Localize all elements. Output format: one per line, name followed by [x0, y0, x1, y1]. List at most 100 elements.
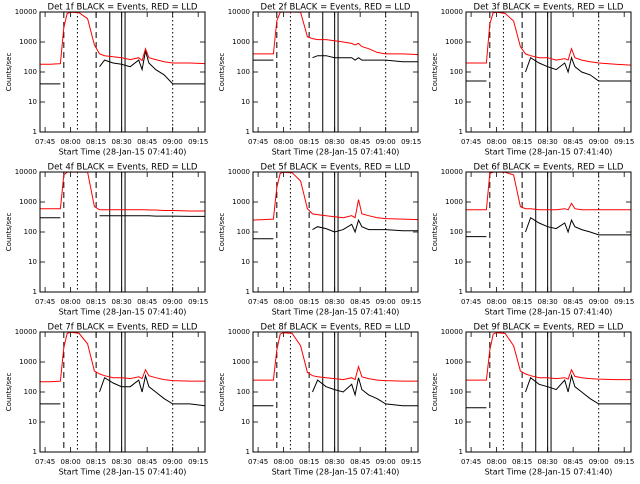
x-tick-label: 08:30 [538, 458, 558, 466]
x-tick-label: 08:15 [86, 458, 106, 466]
y-tick-label: 10000 [228, 328, 250, 336]
chart-title: Det 3f BLACK = Events, RED = LLD [474, 3, 624, 13]
y-axis-label: Counts/sec [218, 213, 226, 252]
y-tick-label: 10 [454, 98, 463, 106]
x-axis-label: Start Time (28-Jan-15 07:41:40) [485, 148, 613, 157]
series-line [253, 55, 418, 63]
x-tick-label: 09:00 [589, 138, 609, 146]
series-line [466, 216, 631, 238]
x-tick-label: 08:00 [61, 458, 81, 466]
x-tick-label: 09:00 [376, 458, 396, 466]
series-line [466, 55, 631, 82]
x-tick-label: 08:30 [538, 138, 558, 146]
plot-frame [39, 11, 206, 133]
chart-title: Det 2f BLACK = Events, RED = LLD [261, 3, 411, 13]
x-axis-label: Start Time (28-Jan-15 07:41:40) [59, 308, 187, 317]
x-tick-label: 08:30 [112, 298, 132, 306]
x-tick-label: 09:15 [188, 298, 208, 306]
x-axis-label: Start Time (28-Jan-15 07:41:40) [59, 468, 187, 477]
x-tick-label: 07:45 [461, 138, 481, 146]
y-tick-label: 1 [33, 448, 37, 456]
series-line [253, 332, 418, 382]
y-axis-label: Counts/sec [5, 373, 13, 412]
x-tick-label: 08:30 [325, 298, 345, 306]
x-tick-label: 08:00 [61, 298, 81, 306]
y-tick-label: 1 [246, 288, 250, 296]
series-line [466, 332, 631, 381]
x-tick-label: 08:45 [563, 298, 583, 306]
x-tick-label: 08:15 [86, 298, 106, 306]
y-tick-label: 10000 [441, 328, 463, 336]
x-tick-label: 09:15 [188, 458, 208, 466]
x-tick-label: 07:45 [248, 458, 268, 466]
y-tick-label: 1000 [445, 358, 463, 366]
y-tick-label: 1 [246, 448, 250, 456]
x-tick-label: 08:15 [86, 138, 106, 146]
y-tick-label: 100 [237, 228, 250, 236]
x-tick-label: 08:45 [563, 458, 583, 466]
y-tick-label: 1 [459, 128, 463, 136]
x-tick-label: 08:00 [487, 458, 507, 466]
x-tick-label: 07:45 [461, 458, 481, 466]
series-line [40, 215, 205, 219]
x-tick-label: 08:15 [512, 458, 532, 466]
series-line [40, 331, 205, 383]
x-tick-label: 08:45 [350, 458, 370, 466]
y-tick-label: 1000 [19, 198, 37, 206]
y-tick-label: 10 [241, 258, 250, 266]
x-tick-label: 09:15 [614, 458, 634, 466]
y-tick-label: 1 [33, 288, 37, 296]
chart-title: Det 6f BLACK = Events, RED = LLD [474, 163, 624, 173]
x-tick-label: 08:15 [299, 138, 319, 146]
series-line [253, 377, 418, 407]
x-tick-label: 08:00 [487, 298, 507, 306]
x-tick-label: 08:45 [563, 138, 583, 146]
series-line [466, 11, 632, 66]
x-tick-label: 08:45 [350, 138, 370, 146]
y-axis-label: Counts/sec [218, 373, 226, 412]
x-tick-label: 09:00 [376, 298, 396, 306]
y-tick-label: 100 [450, 68, 463, 76]
plot-frame [465, 331, 632, 453]
chart-title: Det 7f BLACK = Events, RED = LLD [48, 323, 198, 333]
series-line [40, 373, 206, 407]
series-line [253, 218, 418, 240]
y-tick-label: 10 [241, 98, 250, 106]
y-tick-label: 10000 [441, 168, 463, 176]
x-tick-label: 08:15 [512, 298, 532, 306]
y-tick-label: 10000 [15, 328, 37, 336]
x-tick-label: 09:00 [163, 458, 183, 466]
x-axis-label: Start Time (28-Jan-15 07:41:40) [485, 468, 613, 477]
series-line [252, 171, 419, 221]
x-tick-label: 07:45 [35, 298, 55, 306]
series-line [40, 50, 205, 85]
y-tick-label: 10000 [228, 168, 250, 176]
x-tick-label: 07:45 [35, 138, 55, 146]
y-tick-label: 10000 [15, 168, 37, 176]
series-line [40, 171, 205, 212]
y-tick-label: 1000 [232, 358, 250, 366]
y-tick-label: 1 [459, 288, 463, 296]
plot-frame [465, 171, 632, 293]
plot-frame [39, 331, 206, 453]
x-tick-label: 08:45 [137, 458, 157, 466]
y-axis-label: Counts/sec [431, 213, 439, 252]
y-tick-label: 10000 [228, 8, 250, 16]
plot-frame [252, 331, 419, 453]
y-tick-label: 1000 [232, 38, 250, 46]
y-tick-label: 1000 [445, 38, 463, 46]
y-axis-label: Counts/sec [218, 53, 226, 92]
y-axis-label: Counts/sec [431, 373, 439, 412]
y-tick-label: 100 [24, 68, 37, 76]
y-tick-label: 10000 [15, 8, 37, 16]
y-tick-label: 100 [24, 228, 37, 236]
y-tick-label: 1000 [232, 198, 250, 206]
y-tick-label: 10 [454, 258, 463, 266]
x-tick-label: 07:45 [35, 458, 55, 466]
x-tick-label: 09:15 [614, 138, 634, 146]
x-tick-label: 09:00 [589, 458, 609, 466]
x-tick-label: 09:00 [163, 138, 183, 146]
series-line [253, 11, 419, 56]
x-axis-label: Start Time (28-Jan-15 07:41:40) [59, 148, 187, 157]
chart-title: Det 9f BLACK = Events, RED = LLD [474, 323, 624, 333]
